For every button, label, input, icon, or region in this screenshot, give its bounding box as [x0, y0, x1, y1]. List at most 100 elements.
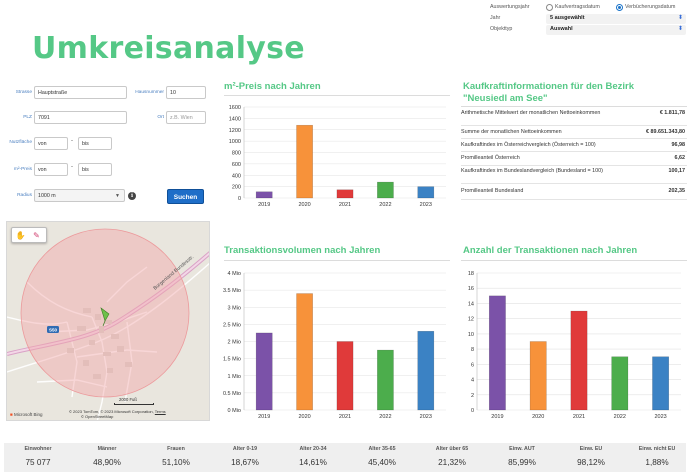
search-button[interactable]: Suchen [167, 189, 204, 204]
kaufkraft-label: Kaufkraftindex im Bundeslandvergleich (B… [461, 168, 603, 174]
kaufkraft-label: Arithmetische Mittelwert der monatlichen… [461, 110, 601, 116]
stat-item: Alter 0-19 18,67% [214, 443, 276, 467]
strasse-input[interactable]: Hauptstraße [34, 86, 127, 99]
bar-2021[interactable] [336, 189, 354, 199]
bar-2019[interactable] [255, 191, 273, 199]
x-tick-label: 2021 [573, 414, 585, 420]
nutzflaeche-to-input[interactable]: bis [78, 137, 112, 150]
plz-input[interactable]: 7091 [34, 111, 127, 124]
location-marker-icon[interactable] [100, 307, 110, 327]
stat-item: Einw. EU 98,12% [560, 443, 622, 467]
bar-2019[interactable] [255, 332, 273, 411]
stat-value: 14,61% [299, 458, 327, 467]
stat-value: 85,99% [508, 458, 536, 467]
objekttyp-row: Objekttyp Auswahl ⬍ [488, 25, 686, 36]
x-tick-label: 2023 [420, 202, 432, 208]
map-view[interactable]: Burgenland Bundesstr. S50 ✋ ✎ 2000 Fuß ©… [6, 221, 210, 421]
x-tick-label: 2020 [298, 414, 310, 420]
jahr-select[interactable]: 5 ausgewählt ⬍ [546, 14, 686, 24]
m2preis-from-input[interactable]: von [34, 163, 68, 176]
radio-verbuecherungsdatum-label[interactable]: Verbücherungsdatum [625, 4, 676, 10]
kaufkraft-label: Promilleanteil Österreich [461, 155, 520, 161]
stat-label: Frauen [167, 446, 185, 452]
kaufkraft-value: € 89.651.343,80 [646, 129, 685, 135]
transaction-volume-chart: 0 Mio 0.5 Mio 1 Mio 1.5 Mio 2 Mio 2.5 Mio 3 Mi… [223, 271, 446, 420]
stat-label: Einwohner [24, 446, 52, 452]
kaufkraft-row: Arithmetische Mittelwert der monatlichen… [461, 108, 687, 126]
ort-input[interactable]: z.B. Wien [166, 111, 206, 124]
kaufkraft-value: 96,98 [671, 142, 686, 148]
objekttyp-select[interactable]: Auswahl ⬍ [546, 25, 686, 35]
range-separator: - [71, 138, 73, 144]
bar-2021[interactable] [336, 341, 354, 411]
y-tick-label: 1600 [229, 105, 241, 111]
bar-2023[interactable] [417, 186, 435, 199]
divider [224, 95, 450, 96]
radio-kaufvertragsdatum-label[interactable]: Kaufvertragsdatum [555, 4, 600, 10]
bar-2021[interactable] [570, 310, 588, 411]
y-tick-label: 1 Mio [228, 374, 241, 380]
map-terms-link[interactable]: Terms [154, 409, 166, 414]
map-canvas: Burgenland Bundesstr. S50 [7, 228, 209, 420]
transaktionen-chart-title: Anzahl der Transaktionen nach Jahren [463, 245, 638, 256]
kaufkraft-row: Promilleanteil Bundesland 202,35 [461, 184, 687, 200]
divider [461, 106, 687, 107]
y-tick-label: 0 [238, 196, 241, 202]
route-badge [47, 326, 59, 333]
bar-2020[interactable] [296, 293, 313, 411]
x-tick-label: 2021 [339, 202, 351, 208]
hausnummer-input[interactable]: 10 [166, 86, 206, 99]
kaufkraft-table: Arithmetische Mittelwert der monatlichen… [461, 108, 687, 200]
y-tick-label: 18 [468, 271, 474, 277]
x-tick-label: 2019 [491, 414, 503, 420]
eraser-icon[interactable]: ✎ [33, 231, 40, 240]
stat-label: Alter 20-34 [299, 446, 327, 452]
radio-verbuecherungsdatum[interactable] [616, 4, 623, 11]
stat-label: Einw. AUT [509, 446, 535, 452]
bar-2020[interactable] [296, 124, 313, 199]
m2-price-chart: 0 200 400 600 800 1000 1200 1400 1600 2019 2020 202… [229, 105, 446, 208]
y-tick-label: 8 [471, 347, 474, 353]
kaufkraft-row: Promilleanteil Österreich 6,62 [461, 152, 687, 166]
bar-2022[interactable] [377, 181, 394, 199]
stat-label: Alter 35-65 [368, 446, 396, 452]
stat-item: Einw. nicht EU 1,88% [626, 443, 688, 467]
stat-value: 48,90% [93, 458, 121, 467]
x-tick-label: 2019 [258, 414, 270, 420]
y-tick-label: 200 [232, 185, 241, 191]
y-tick-label: 0.5 Mio [223, 391, 241, 397]
info-icon[interactable]: i [128, 192, 136, 200]
demographics-bar: Einwohner 75 077 Männer 48,90% Frauen 51,10% A… [4, 443, 686, 472]
radius-select[interactable]: 1000 m ▼ [34, 189, 125, 202]
jahr-row: Jahr 5 ausgewählt ⬍ [488, 14, 686, 25]
kaufkraft-value: 202,35 [668, 188, 686, 194]
m2-chart-title: m²-Preis nach Jahren [224, 81, 321, 92]
stat-value: 45,40% [368, 458, 396, 467]
stat-item: Einw. AUT 85,99% [491, 443, 553, 467]
y-tick-label: 0 [471, 408, 474, 414]
map-scale-label: 2000 Fuß [119, 397, 137, 402]
bar-2020[interactable] [529, 341, 547, 411]
stat-value: 21,32% [438, 458, 466, 467]
bing-logo: ■ Microsoft Bing [10, 412, 43, 417]
nutzflaeche-from-input[interactable]: von [34, 137, 68, 150]
bar-2019[interactable] [488, 295, 506, 411]
page-title: Umkreisanalyse [32, 31, 305, 66]
transaction-count-chart: 0 2 4 6 8 10 12 14 16 18 2019 2020 2021 2022 2023 [468, 271, 681, 420]
kaufkraft-row: Summe der monatlichen Nettoeinkommen € 89… [461, 126, 687, 139]
radio-kaufvertragsdatum[interactable] [546, 4, 553, 11]
x-tick-label: 2022 [379, 202, 391, 208]
hand-icon[interactable]: ✋ [15, 231, 26, 240]
kaufkraft-value: 100,17 [668, 168, 686, 174]
bar-2022[interactable] [377, 349, 394, 411]
y-tick-label: 10 [468, 332, 474, 338]
y-tick-label: 14 [468, 301, 474, 307]
radius-value: 1000 m [38, 193, 56, 199]
y-tick-label: 16 [468, 286, 474, 292]
m2preis-to-input[interactable]: bis [78, 163, 112, 176]
bar-2023[interactable] [417, 330, 435, 411]
bar-2022[interactable] [611, 356, 629, 411]
y-tick-label: 1000 [229, 139, 241, 145]
bar-2023[interactable] [652, 356, 670, 411]
filter-panel: Auswertungsjahr Kaufvertragsdatum Verbüc… [488, 3, 686, 36]
